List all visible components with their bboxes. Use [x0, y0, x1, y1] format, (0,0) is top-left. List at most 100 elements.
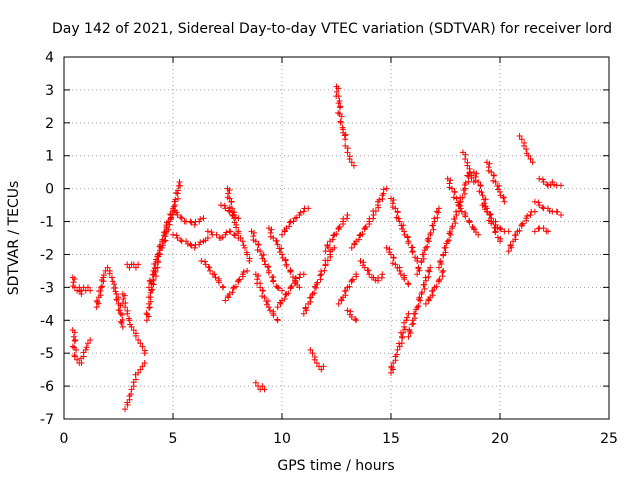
data-point: [400, 329, 407, 336]
data-point: [113, 290, 120, 297]
data-point: [475, 179, 482, 186]
data-point: [135, 337, 142, 344]
data-point: [344, 149, 351, 156]
data-point: [115, 307, 122, 314]
data-point: [287, 284, 294, 291]
data-point: [273, 238, 280, 245]
y-tick-label: -4: [40, 313, 54, 329]
data-point: [212, 274, 219, 281]
data-point: [401, 231, 408, 238]
data-point: [462, 156, 469, 163]
data-point: [535, 199, 542, 206]
data-point: [135, 261, 142, 268]
data-point: [349, 276, 356, 283]
data-point: [388, 363, 395, 370]
data-point: [237, 235, 244, 241]
data-point: [466, 165, 473, 172]
data-point: [490, 177, 497, 184]
data-point: [235, 277, 242, 284]
data-point: [505, 248, 512, 255]
data-point: [309, 350, 316, 357]
data-point: [73, 347, 80, 354]
data-point: [390, 255, 397, 262]
data-point: [348, 313, 355, 320]
data-point: [313, 360, 320, 367]
data-point: [148, 287, 155, 294]
x-tick-labels: 0 5 10 15 20 25: [60, 431, 618, 447]
data-point: [488, 215, 495, 222]
data-point: [151, 261, 158, 268]
data-point: [531, 228, 538, 235]
data-point: [170, 231, 176, 238]
data-point: [435, 264, 442, 271]
data-point: [130, 327, 137, 334]
data-point: [157, 245, 164, 252]
data-point: [227, 228, 234, 235]
data-point: [519, 220, 526, 227]
data-point: [473, 170, 480, 177]
data-point: [525, 152, 532, 159]
data-point: [524, 213, 531, 220]
data-point: [109, 278, 116, 285]
data-point: [279, 287, 285, 294]
data-point: [497, 226, 504, 233]
data-point: [404, 314, 411, 321]
data-point: [336, 104, 343, 111]
data-point: [108, 274, 115, 281]
data-point: [72, 337, 79, 344]
data-point: [306, 294, 313, 301]
data-point: [219, 234, 226, 241]
data-point: [450, 194, 457, 201]
data-point: [229, 289, 236, 296]
data-point: [465, 178, 472, 185]
data-point: [451, 216, 458, 223]
data-point: [335, 93, 342, 100]
data-point: [547, 182, 554, 189]
data-point: [286, 219, 293, 226]
data-point: [444, 175, 451, 182]
data-point: [396, 218, 403, 225]
data-point: [172, 202, 179, 209]
data-point: [440, 267, 447, 274]
data-point: [497, 238, 503, 245]
data-point: [392, 261, 399, 268]
data-point: [372, 208, 379, 215]
data-point: [531, 198, 538, 205]
data-point: [449, 223, 456, 230]
data-point: [98, 277, 105, 284]
data-point: [322, 248, 329, 255]
data-point: [287, 268, 294, 275]
data-point: [426, 268, 433, 275]
data-point: [216, 279, 222, 286]
data-point: [174, 235, 181, 241]
data-point: [99, 283, 106, 290]
y-tick-label: 2: [45, 116, 54, 132]
data-point: [333, 230, 340, 237]
data-point: [405, 281, 412, 288]
data-point: [414, 271, 421, 278]
data-point: [177, 214, 184, 221]
data-point: [177, 237, 184, 244]
data-point: [274, 284, 281, 291]
data-point: [422, 244, 429, 251]
data-point: [198, 258, 205, 265]
data-point: [494, 224, 501, 231]
data-point: [117, 318, 124, 325]
data-point: [279, 254, 286, 261]
data-point: [405, 310, 412, 317]
data-point: [398, 333, 405, 340]
data-point: [126, 264, 133, 271]
data-point: [540, 179, 547, 186]
data-point: [433, 283, 440, 290]
data-point: [297, 209, 304, 216]
data-point: [161, 229, 168, 236]
data-point: [159, 236, 166, 243]
data-point: [437, 257, 444, 264]
data-point: [223, 229, 230, 236]
data-point: [234, 230, 241, 237]
data-point: [483, 159, 490, 166]
plot-frame: [63, 56, 610, 420]
data-point: [458, 208, 465, 215]
y-tick-label: -5: [40, 346, 54, 362]
data-point: [257, 248, 264, 255]
